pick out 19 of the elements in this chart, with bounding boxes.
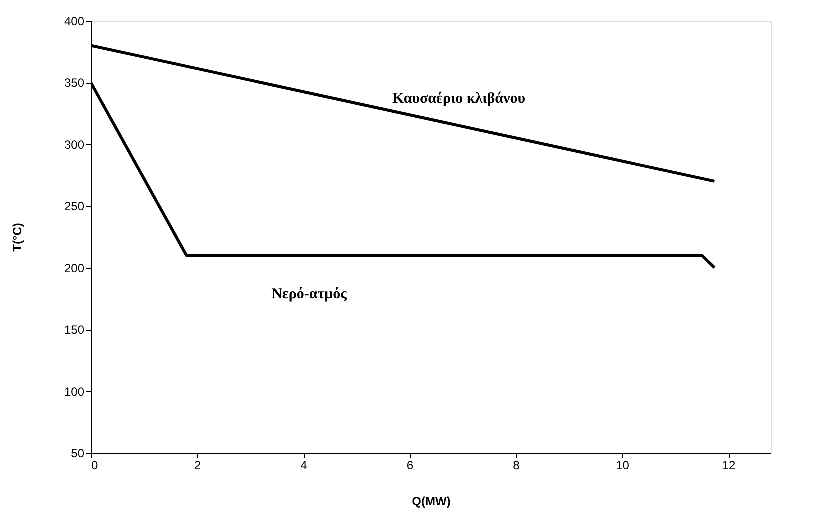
y-tick-label: 150 (64, 323, 85, 338)
y-tick-label: 400 (64, 14, 85, 28)
y-tick-label: 300 (64, 138, 85, 152)
x-tick-label: 0 (92, 458, 98, 472)
series-label: Καυσαέριο κλιβάνου (392, 90, 526, 107)
x-axis-title: Q(MW) (412, 494, 451, 508)
y-tick-label: 250 (64, 200, 85, 214)
text: Νερό-ατμός (272, 286, 348, 303)
y-tick-label: 50 (71, 446, 85, 460)
y-tick-label: 200 (64, 261, 85, 276)
x-tick-label: 4 (300, 458, 308, 472)
y-tick-label: 350 (64, 76, 85, 90)
x-tick-label: 10 (616, 458, 630, 472)
x-tick-label: 2 (194, 458, 202, 472)
y-axis-title: T(°C) (10, 223, 24, 252)
x-tick-label: 6 (406, 458, 414, 472)
x-tick-label: 12 (722, 458, 736, 472)
y-tick-label: 100 (64, 384, 85, 399)
x-tick-label: 8 (513, 458, 520, 472)
